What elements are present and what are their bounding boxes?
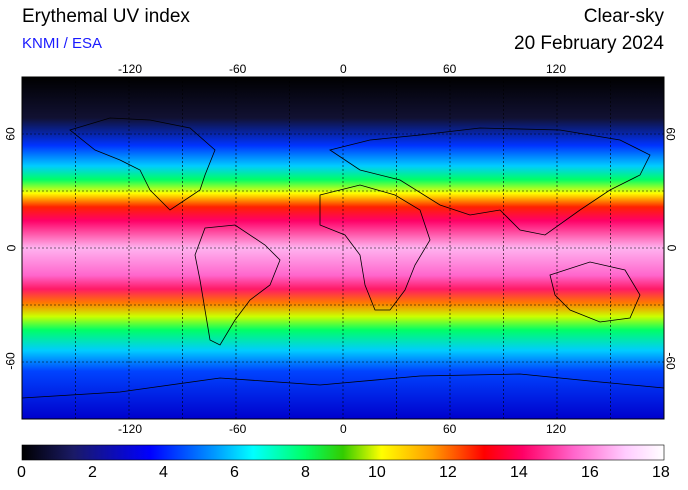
lat-tick-right: 60 [663,127,678,141]
colorbar-tick: 6 [230,464,239,481]
lon-tick-bottom: -120 [118,422,143,436]
lon-tick-top: 120 [546,62,567,76]
lon-tick-bottom: -60 [229,422,247,436]
lon-tick-bottom: 0 [340,422,347,436]
lat-tick-left: 0 [4,244,19,252]
lat-tick-right: -60 [663,352,678,370]
colorbar-tick: 8 [301,464,310,481]
lat-tick-left: 60 [3,127,18,141]
lon-tick-bottom: 120 [546,422,567,436]
colorbar-tick: 2 [88,464,97,481]
colorbar-tick: 0 [17,464,26,481]
colorbar-tick: 4 [159,464,168,481]
map-gridlines [22,77,664,419]
colorbar-tick: 16 [581,464,599,481]
lon-tick-bottom: 60 [443,422,457,436]
map-frame [21,76,665,420]
map-title: Erythemal UV index [22,6,190,27]
colorbar-tick: 12 [439,464,457,481]
source-label: KNMI / ESA [22,35,103,52]
lon-tick-top: 0 [340,62,347,76]
lon-tick-top: -60 [229,62,247,76]
colorbar [21,444,665,461]
coastlines [21,117,665,399]
date-label: 20 February 2024 [514,33,664,54]
lon-tick-top: 60 [443,62,457,76]
colorbar-tick: 18 [652,464,670,481]
lon-tick-top: -120 [118,62,143,76]
sky-mode-label: Clear-sky [583,6,664,27]
lat-tick-left: -60 [3,352,18,370]
colorbar-tick: 14 [510,464,528,481]
colorbar-tick: 10 [368,464,386,481]
lat-tick-right: 0 [664,244,679,252]
